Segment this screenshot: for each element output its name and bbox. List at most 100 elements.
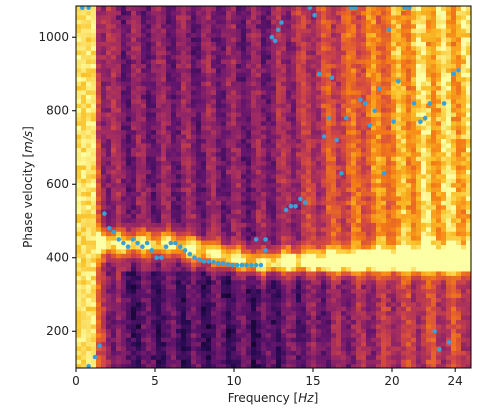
heatmap-cell bbox=[116, 200, 122, 206]
heatmap-cell bbox=[176, 164, 182, 170]
heatmap-cell bbox=[201, 191, 207, 197]
heatmap-cell bbox=[211, 116, 217, 122]
heatmap-cell bbox=[266, 266, 272, 272]
heatmap-cell bbox=[316, 231, 322, 237]
heatmap-cell bbox=[286, 103, 292, 109]
heatmap-cell bbox=[356, 94, 362, 100]
heatmap-cell bbox=[181, 85, 187, 91]
heatmap-cell bbox=[151, 98, 157, 104]
heatmap-cell bbox=[181, 226, 187, 232]
heatmap-cell bbox=[146, 63, 152, 69]
heatmap-cell bbox=[201, 354, 207, 360]
heatmap-cell bbox=[206, 116, 212, 122]
heatmap-cell bbox=[216, 239, 222, 245]
heatmap-cell bbox=[121, 6, 127, 12]
heatmap-cell bbox=[211, 239, 217, 245]
heatmap-cell bbox=[86, 239, 92, 245]
heatmap-cell bbox=[126, 354, 132, 360]
heatmap-cell bbox=[176, 107, 182, 113]
heatmap-cell bbox=[161, 147, 167, 153]
heatmap-cell bbox=[271, 297, 277, 303]
heatmap-cell bbox=[236, 350, 242, 356]
heatmap-cell bbox=[261, 10, 267, 16]
heatmap-cell bbox=[166, 262, 172, 268]
heatmap-cell bbox=[91, 36, 97, 42]
heatmap-cell bbox=[156, 63, 162, 69]
heatmap-cell bbox=[186, 266, 192, 272]
heatmap-cell bbox=[336, 134, 342, 140]
heatmap-cell bbox=[96, 359, 102, 365]
heatmap-cell bbox=[196, 120, 202, 126]
heatmap-cell bbox=[251, 257, 257, 263]
heatmap-cell bbox=[311, 244, 317, 250]
heatmap-cell bbox=[206, 306, 212, 312]
heatmap-cell bbox=[101, 244, 107, 250]
heatmap-cell bbox=[271, 209, 277, 215]
heatmap-cell bbox=[331, 182, 337, 188]
heatmap-cell bbox=[201, 231, 207, 237]
heatmap-cell bbox=[176, 14, 182, 20]
heatmap-cell bbox=[316, 107, 322, 113]
heatmap-cell bbox=[181, 200, 187, 206]
heatmap-cell bbox=[176, 111, 182, 117]
heatmap-cell bbox=[301, 213, 307, 219]
heatmap-cell bbox=[316, 239, 322, 245]
heatmap-cell bbox=[96, 32, 102, 38]
heatmap-cell bbox=[171, 288, 177, 294]
heatmap-cell bbox=[86, 50, 92, 56]
heatmap-cell bbox=[311, 67, 317, 73]
heatmap-cell bbox=[121, 125, 127, 131]
heatmap-cell bbox=[321, 50, 327, 56]
heatmap-cell bbox=[321, 23, 327, 29]
heatmap-cell bbox=[151, 156, 157, 162]
heatmap-cell bbox=[306, 36, 312, 42]
heatmap-cell bbox=[281, 239, 287, 245]
heatmap-cell bbox=[266, 341, 272, 347]
heatmap-cell bbox=[151, 270, 157, 276]
heatmap-cell bbox=[171, 151, 177, 157]
heatmap-cell bbox=[131, 164, 137, 170]
heatmap-cell bbox=[111, 217, 117, 223]
heatmap-cell bbox=[331, 142, 337, 148]
heatmap-cell bbox=[206, 98, 212, 104]
heatmap-cell bbox=[366, 120, 372, 126]
heatmap-cell bbox=[371, 337, 377, 343]
heatmap-cell bbox=[96, 222, 102, 228]
heatmap-cell bbox=[221, 257, 227, 263]
heatmap-cell bbox=[81, 191, 87, 197]
heatmap-cell bbox=[271, 279, 277, 285]
heatmap-cell bbox=[136, 28, 142, 34]
heatmap-cell bbox=[181, 297, 187, 303]
heatmap-cell bbox=[191, 297, 197, 303]
heatmap-cell bbox=[331, 14, 337, 20]
heatmap-cell bbox=[336, 306, 342, 312]
heatmap-cell bbox=[246, 41, 252, 47]
heatmap-cell bbox=[356, 341, 362, 347]
heatmap-cell bbox=[366, 288, 372, 294]
heatmap-cell bbox=[156, 89, 162, 95]
heatmap-cell bbox=[136, 85, 142, 91]
heatmap-cell bbox=[366, 209, 372, 215]
heatmap-cell bbox=[106, 173, 112, 179]
heatmap-cell bbox=[256, 32, 262, 38]
heatmap-cell bbox=[81, 248, 87, 254]
heatmap-cell bbox=[101, 178, 107, 184]
heatmap-cell bbox=[241, 134, 247, 140]
heatmap-cell bbox=[171, 341, 177, 347]
heatmap-cell bbox=[191, 45, 197, 51]
heatmap-cell bbox=[201, 10, 207, 16]
heatmap-cell bbox=[91, 107, 97, 113]
heatmap-cell bbox=[101, 270, 107, 276]
heatmap-cell bbox=[306, 328, 312, 334]
heatmap-cell bbox=[151, 217, 157, 223]
heatmap-cell bbox=[136, 292, 142, 298]
heatmap-cell bbox=[286, 239, 292, 245]
heatmap-cell bbox=[361, 76, 367, 82]
heatmap-cell bbox=[226, 200, 232, 206]
heatmap-cell bbox=[136, 160, 142, 166]
heatmap-cell bbox=[166, 103, 172, 109]
heatmap-cell bbox=[326, 173, 332, 179]
heatmap-cell bbox=[261, 76, 267, 82]
heatmap-cell bbox=[326, 315, 332, 321]
heatmap-cell bbox=[211, 359, 217, 365]
